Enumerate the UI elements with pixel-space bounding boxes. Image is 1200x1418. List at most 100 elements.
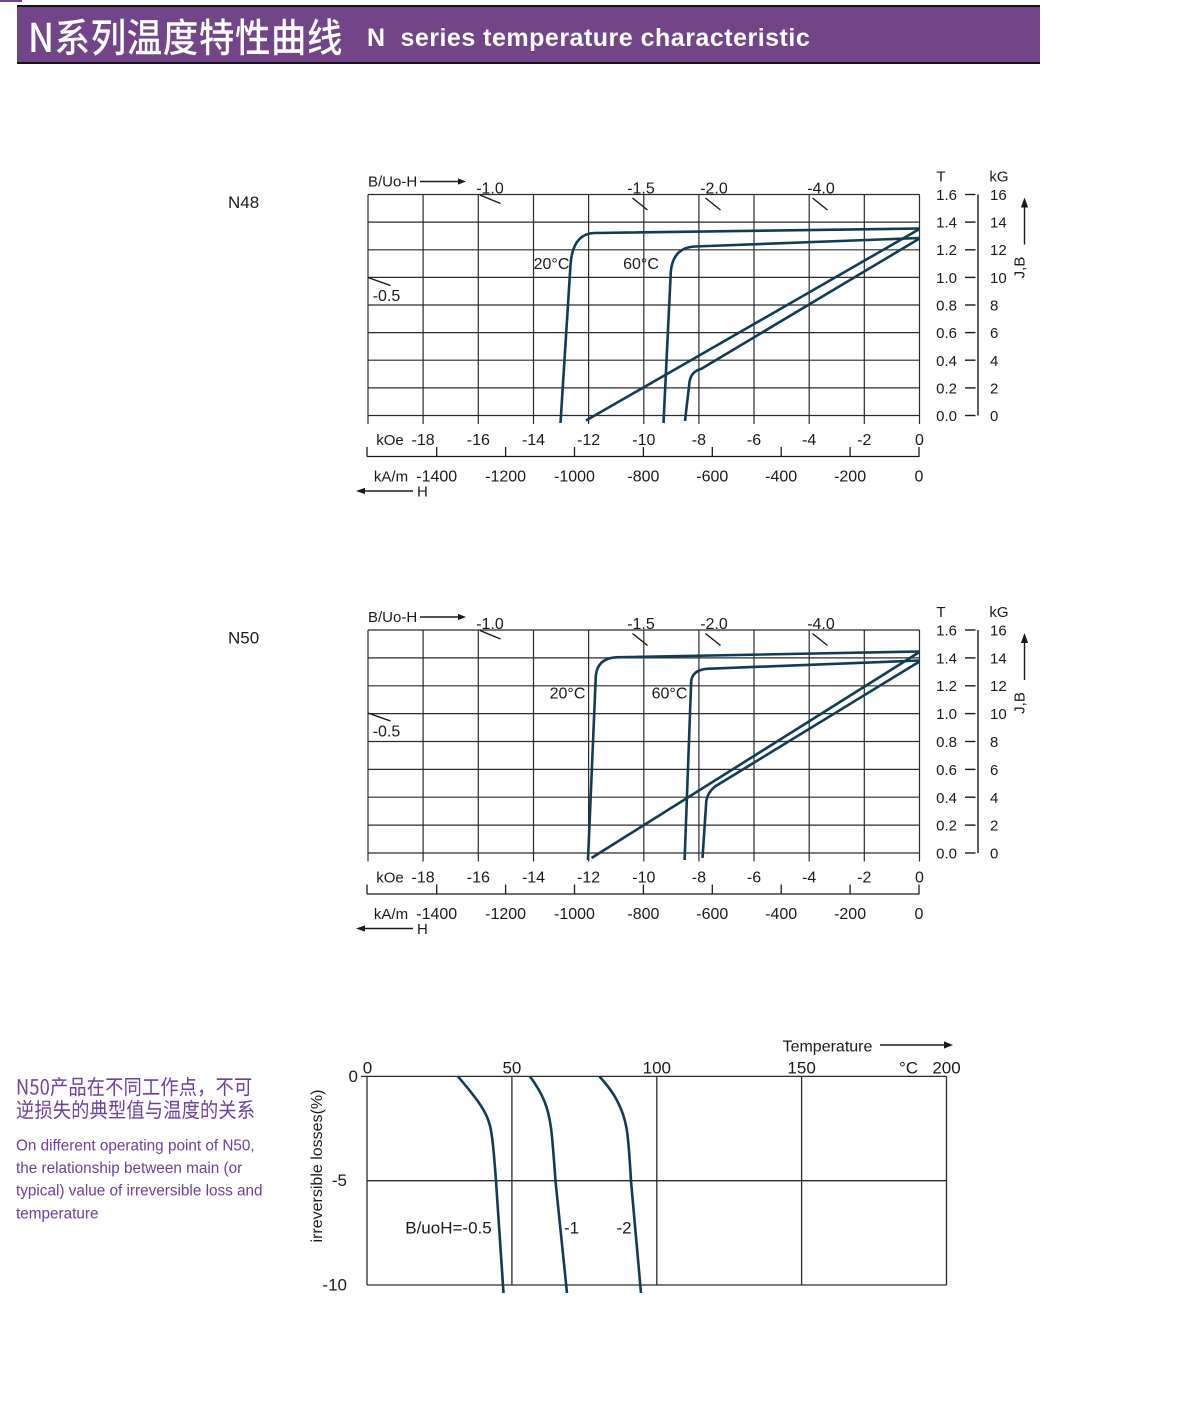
svg-text:-1200: -1200 (485, 469, 526, 486)
svg-text:6: 6 (990, 762, 998, 779)
svg-text:2: 2 (990, 818, 998, 835)
svg-text:-600: -600 (696, 906, 728, 923)
svg-text:1.4: 1.4 (936, 650, 957, 667)
svg-text:J,B: J,B (1012, 257, 1029, 279)
svg-text:0.6: 0.6 (936, 762, 957, 779)
svg-text:N50: N50 (228, 629, 259, 648)
svg-text:0.2: 0.2 (936, 818, 957, 835)
svg-text:N48: N48 (228, 193, 259, 212)
svg-text:1.2: 1.2 (936, 242, 957, 259)
svg-text:the relationship between main: the relationship between main (or (16, 1160, 242, 1177)
svg-text:B/Uo-H: B/Uo-H (368, 174, 417, 191)
svg-text:20°C: 20°C (550, 686, 586, 703)
svg-text:1.0: 1.0 (936, 270, 957, 287)
svg-text:-4.0: -4.0 (807, 616, 835, 633)
svg-text:T: T (936, 169, 945, 186)
svg-text:-4: -4 (802, 870, 816, 887)
svg-text:0: 0 (363, 1059, 372, 1078)
svg-text:kA/m: kA/m (374, 469, 408, 486)
svg-text:-2: -2 (857, 432, 871, 449)
svg-text:kG: kG (989, 604, 1008, 621)
svg-text:-16: -16 (467, 432, 490, 449)
svg-text:12: 12 (990, 678, 1007, 695)
svg-text:J,B: J,B (1012, 692, 1029, 714)
svg-text:typical) value of irreversible: typical) value of irreversible loss and (16, 1183, 263, 1200)
svg-text:2: 2 (990, 380, 998, 397)
svg-text:0.6: 0.6 (936, 325, 957, 342)
svg-text:Temperature: Temperature (783, 1039, 873, 1056)
svg-text:16: 16 (990, 623, 1007, 640)
svg-text:1.6: 1.6 (936, 187, 957, 204)
svg-text:-1400: -1400 (416, 906, 457, 923)
svg-text:-1000: -1000 (554, 469, 595, 486)
svg-text:1.6: 1.6 (936, 623, 957, 640)
svg-text:-14: -14 (522, 432, 545, 449)
svg-text:0: 0 (915, 469, 924, 486)
svg-text:10: 10 (990, 706, 1007, 723)
svg-text:-2.0: -2.0 (700, 181, 728, 198)
svg-text:-16: -16 (467, 870, 490, 887)
svg-text:0.4: 0.4 (936, 353, 957, 370)
svg-text:0.0: 0.0 (936, 846, 957, 863)
svg-text:T: T (936, 604, 945, 621)
svg-text:-1.0: -1.0 (476, 181, 504, 198)
svg-text:-8: -8 (692, 870, 706, 887)
svg-text:-0.5: -0.5 (373, 288, 401, 305)
svg-text:H: H (417, 921, 428, 938)
svg-text:60°C: 60°C (623, 256, 659, 273)
svg-text:0: 0 (915, 906, 924, 923)
svg-text:-10: -10 (632, 432, 655, 449)
svg-text:0: 0 (349, 1067, 358, 1086)
svg-text:-5: -5 (332, 1171, 347, 1190)
svg-text:-200: -200 (834, 906, 866, 923)
svg-text:1.2: 1.2 (936, 678, 957, 695)
svg-text:-8: -8 (692, 432, 706, 449)
svg-text:B/Uo-H: B/Uo-H (368, 609, 417, 626)
svg-text:-12: -12 (577, 870, 600, 887)
svg-text:-800: -800 (627, 469, 659, 486)
svg-text:-2.0: -2.0 (700, 616, 728, 633)
svg-text:-10: -10 (322, 1276, 347, 1295)
svg-text:14: 14 (990, 650, 1007, 667)
svg-text:-600: -600 (696, 469, 728, 486)
svg-text:B/uoH=-0.5: B/uoH=-0.5 (405, 1219, 491, 1238)
svg-text:-10: -10 (632, 870, 655, 887)
svg-text:-0.5: -0.5 (373, 724, 401, 741)
svg-text:temperature: temperature (16, 1205, 98, 1222)
svg-text:-2: -2 (616, 1219, 631, 1238)
svg-text:-400: -400 (765, 469, 797, 486)
svg-text:-1000: -1000 (554, 906, 595, 923)
svg-text:-14: -14 (522, 870, 545, 887)
svg-text:-12: -12 (577, 432, 600, 449)
svg-text:-200: -200 (834, 469, 866, 486)
svg-text:0: 0 (990, 846, 998, 863)
svg-text:°C: °C (899, 1059, 918, 1078)
svg-text:50: 50 (502, 1059, 521, 1078)
svg-text:12: 12 (990, 242, 1007, 259)
svg-text:8: 8 (990, 298, 998, 315)
svg-text:kOe: kOe (376, 432, 404, 449)
svg-text:-2: -2 (857, 870, 871, 887)
svg-text:100: 100 (643, 1059, 671, 1078)
svg-text:H: H (417, 484, 428, 501)
svg-text:150: 150 (787, 1059, 815, 1078)
svg-text:-4.0: -4.0 (807, 181, 835, 198)
svg-text:8: 8 (990, 734, 998, 751)
svg-text:4: 4 (990, 353, 998, 370)
svg-text:0.8: 0.8 (936, 734, 957, 751)
svg-text:4: 4 (990, 790, 998, 807)
svg-text:0.0: 0.0 (936, 408, 957, 425)
svg-text:On different operating point o: On different operating point of N50, (16, 1137, 255, 1154)
svg-text:1.4: 1.4 (936, 215, 957, 232)
svg-text:-18: -18 (412, 432, 435, 449)
svg-text:0: 0 (915, 870, 924, 887)
svg-text:-800: -800 (627, 906, 659, 923)
svg-text:kG: kG (989, 169, 1008, 186)
svg-text:0.8: 0.8 (936, 298, 957, 315)
svg-text:-6: -6 (747, 870, 761, 887)
svg-text:-1200: -1200 (485, 906, 526, 923)
svg-text:-1.5: -1.5 (627, 181, 655, 198)
svg-text:14: 14 (990, 215, 1007, 232)
svg-text:-400: -400 (765, 906, 797, 923)
svg-text:16: 16 (990, 187, 1007, 204)
